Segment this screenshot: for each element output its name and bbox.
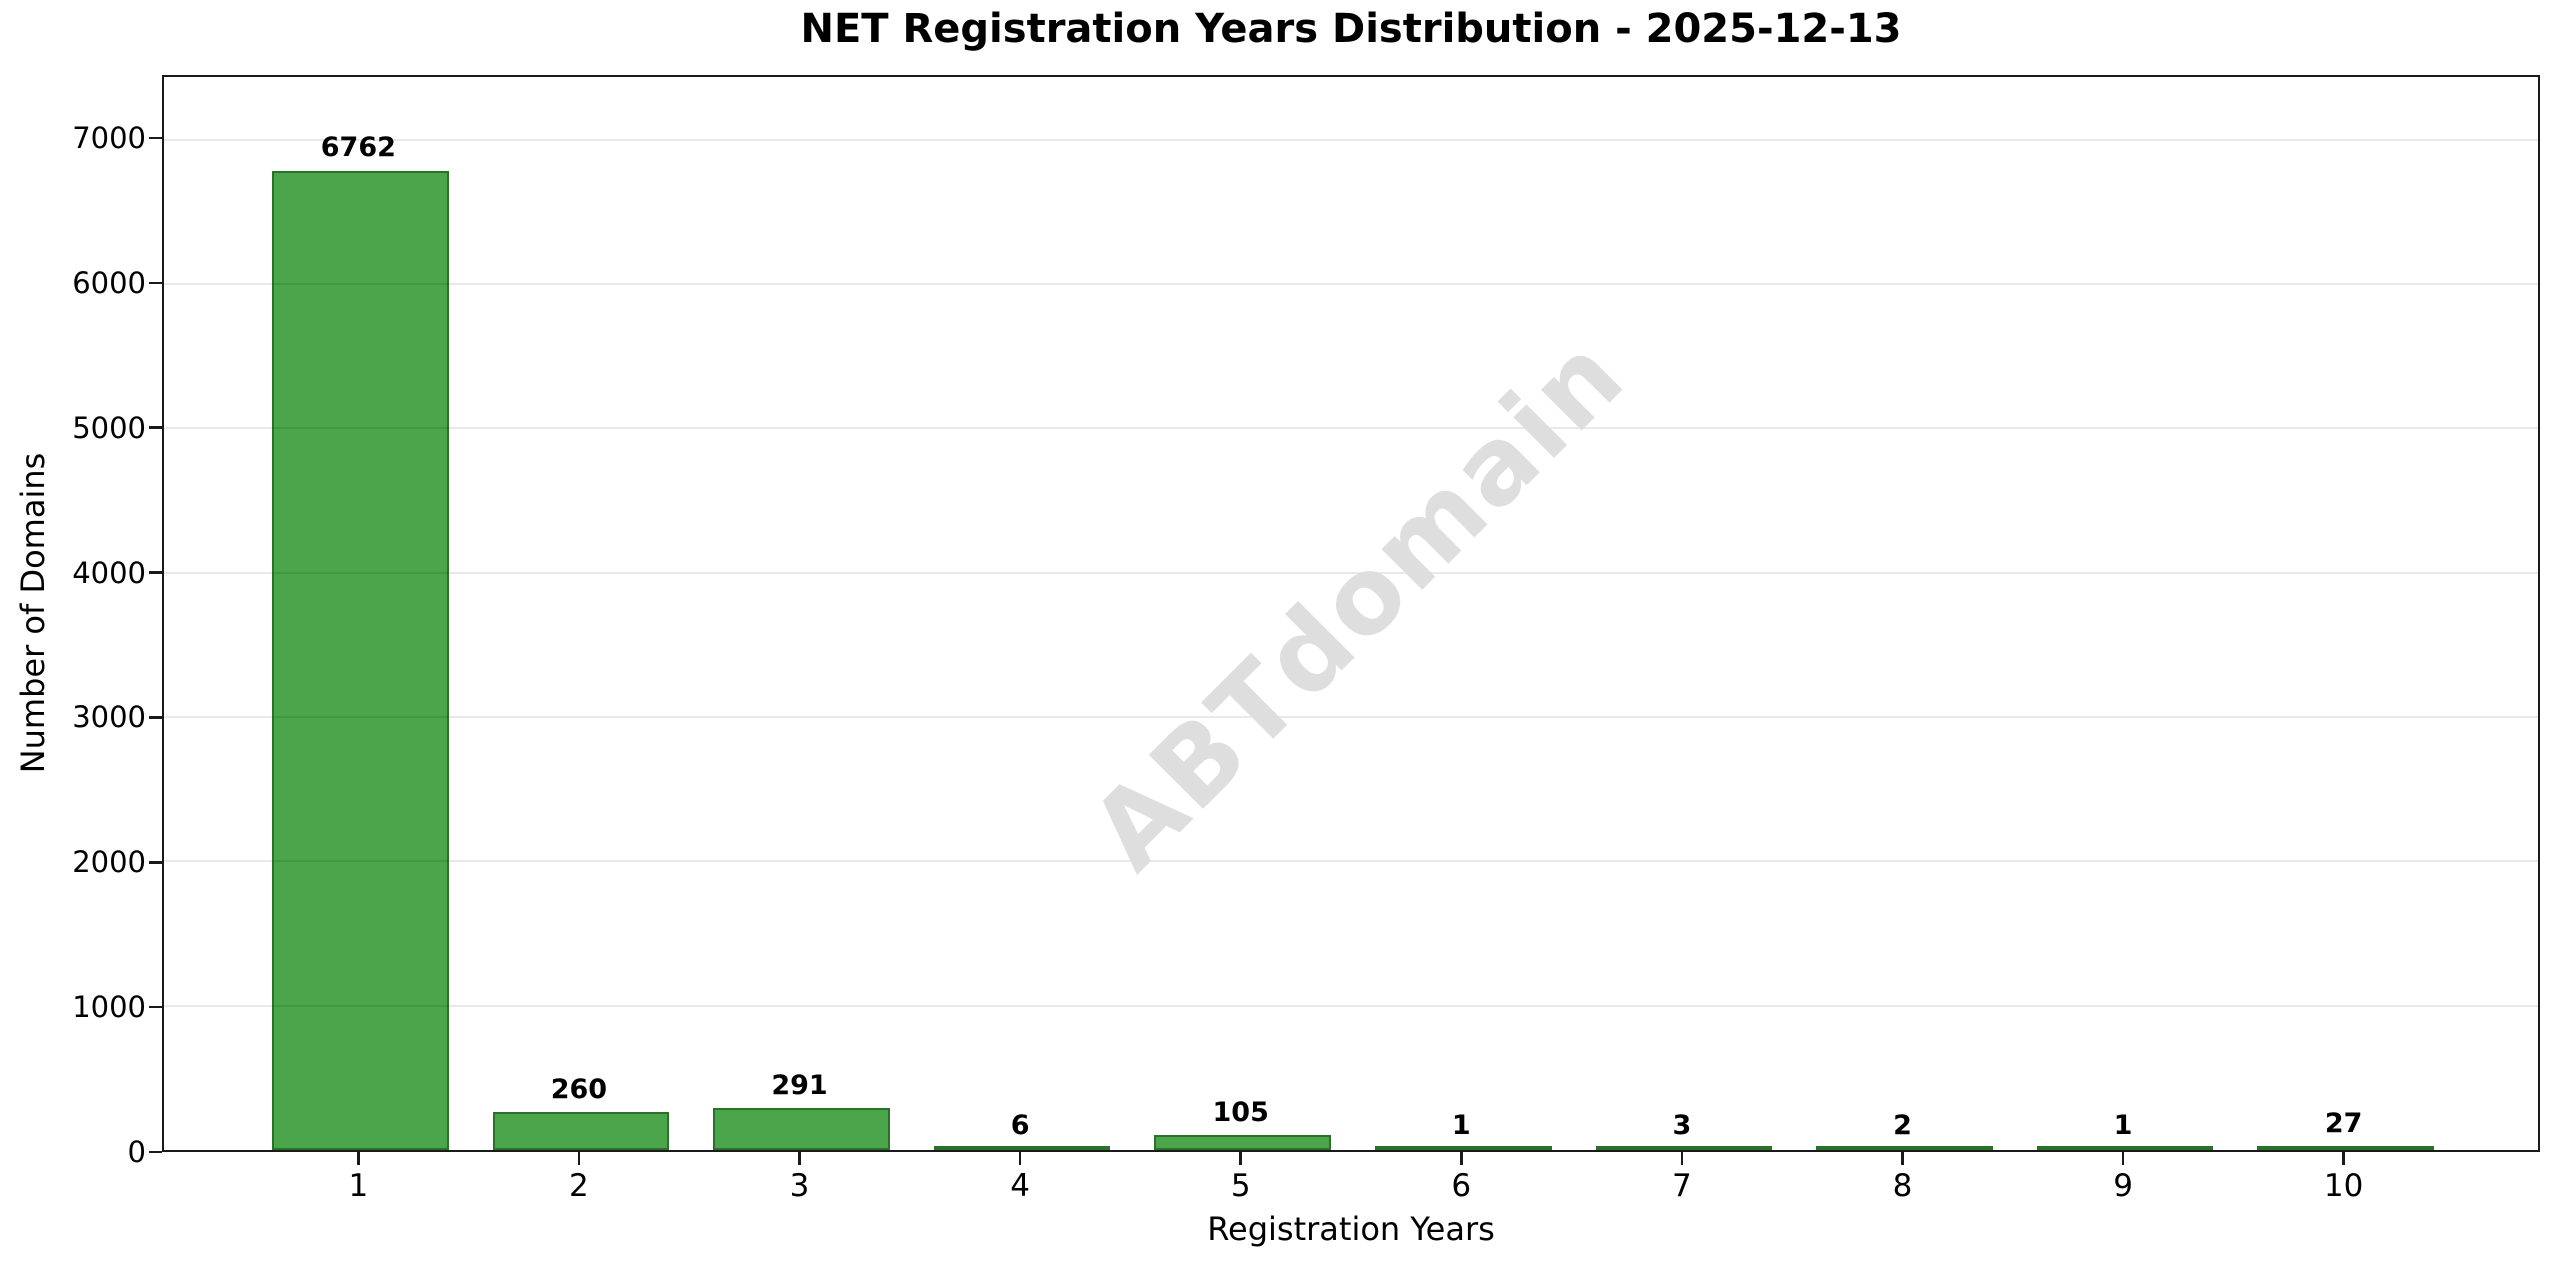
x-tick-mark: [2342, 1152, 2345, 1165]
x-tick-label: 8: [1892, 1168, 1913, 1204]
x-tick-mark: [1460, 1152, 1463, 1165]
y-tick-mark: [149, 571, 162, 574]
x-tick-mark: [577, 1152, 581, 1165]
bar-year-5: [1154, 1134, 1331, 1150]
bar-value-label: 1: [2113, 1109, 2133, 1141]
x-tick-label: 10: [2323, 1168, 2364, 1204]
x-tick-mark: [2121, 1152, 2125, 1165]
x-tick-label: 7: [1672, 1168, 1692, 1204]
bar-value-label: 3: [1672, 1109, 1692, 1141]
x-tick-label: 9: [2113, 1168, 2133, 1204]
gridline-y6000: [164, 283, 2538, 286]
bar-year-1: [272, 170, 449, 1150]
y-tick-mark: [149, 716, 162, 719]
bar-value-label: 291: [771, 1069, 828, 1101]
y-tick-mark: [149, 1150, 162, 1154]
bar-value-label: 6762: [320, 132, 396, 164]
x-tick-label: 4: [1010, 1168, 1030, 1204]
gridline-y4000: [164, 571, 2538, 574]
y-tick-label: 4000: [72, 555, 146, 590]
gridline-y1000: [164, 1004, 2538, 1007]
gridline-y7000: [164, 138, 2538, 141]
bar-year-6: [1375, 1146, 1552, 1150]
x-tick-mark: [1901, 1152, 1904, 1165]
x-axis-label: Registration Years: [1207, 1210, 1495, 1248]
chart-title: NET Registration Years Distribution - 20…: [800, 6, 1902, 52]
bar-value-label: 2: [1893, 1109, 1912, 1141]
bar-year-10: [2257, 1146, 2434, 1150]
x-tick-mark: [1680, 1152, 1684, 1165]
bar-year-3: [713, 1107, 890, 1150]
bar-value-label: 105: [1212, 1096, 1269, 1128]
y-tick-label: 1000: [72, 990, 146, 1025]
x-tick-label: 3: [789, 1168, 810, 1204]
x-tick-label: 2: [569, 1168, 589, 1204]
gridline-y3000: [164, 716, 2538, 719]
y-tick-label: 0: [127, 1135, 146, 1169]
y-tick-mark: [149, 281, 162, 285]
bar-value-label: 260: [550, 1074, 608, 1106]
x-tick-label: 6: [1451, 1168, 1472, 1204]
y-tick-label: 2000: [72, 845, 146, 880]
x-tick-label: 5: [1230, 1168, 1251, 1204]
x-tick-mark: [1018, 1152, 1022, 1165]
x-tick-mark: [357, 1152, 360, 1165]
bar-year-7: [1595, 1146, 1773, 1150]
x-tick-mark: [1239, 1152, 1242, 1165]
y-tick-mark: [149, 1005, 162, 1009]
gridline-y5000: [164, 427, 2538, 430]
y-tick-label: 6000: [72, 265, 146, 300]
bar-year-4: [933, 1146, 1111, 1150]
y-tick-label: 5000: [72, 410, 146, 445]
y-tick-mark: [149, 861, 162, 864]
bar-year-8: [1816, 1146, 1993, 1150]
plot-area: ABTdomain: [162, 75, 2540, 1152]
bar-value-label: 1: [1451, 1109, 1471, 1141]
x-tick-label: 1: [348, 1168, 369, 1204]
bar-value-label: 27: [2324, 1108, 2363, 1140]
bar-value-label: 6: [1010, 1109, 1030, 1141]
gridline-y2000: [164, 860, 2538, 863]
y-tick-label: 3000: [72, 700, 146, 735]
y-tick-mark: [149, 136, 162, 140]
y-tick-label: 7000: [72, 121, 146, 155]
watermark-text: ABTdomain: [1068, 312, 1649, 893]
bar-year-2: [492, 1112, 670, 1150]
x-tick-mark: [798, 1152, 801, 1165]
bar-year-9: [2036, 1146, 2214, 1150]
y-tick-mark: [149, 426, 162, 429]
